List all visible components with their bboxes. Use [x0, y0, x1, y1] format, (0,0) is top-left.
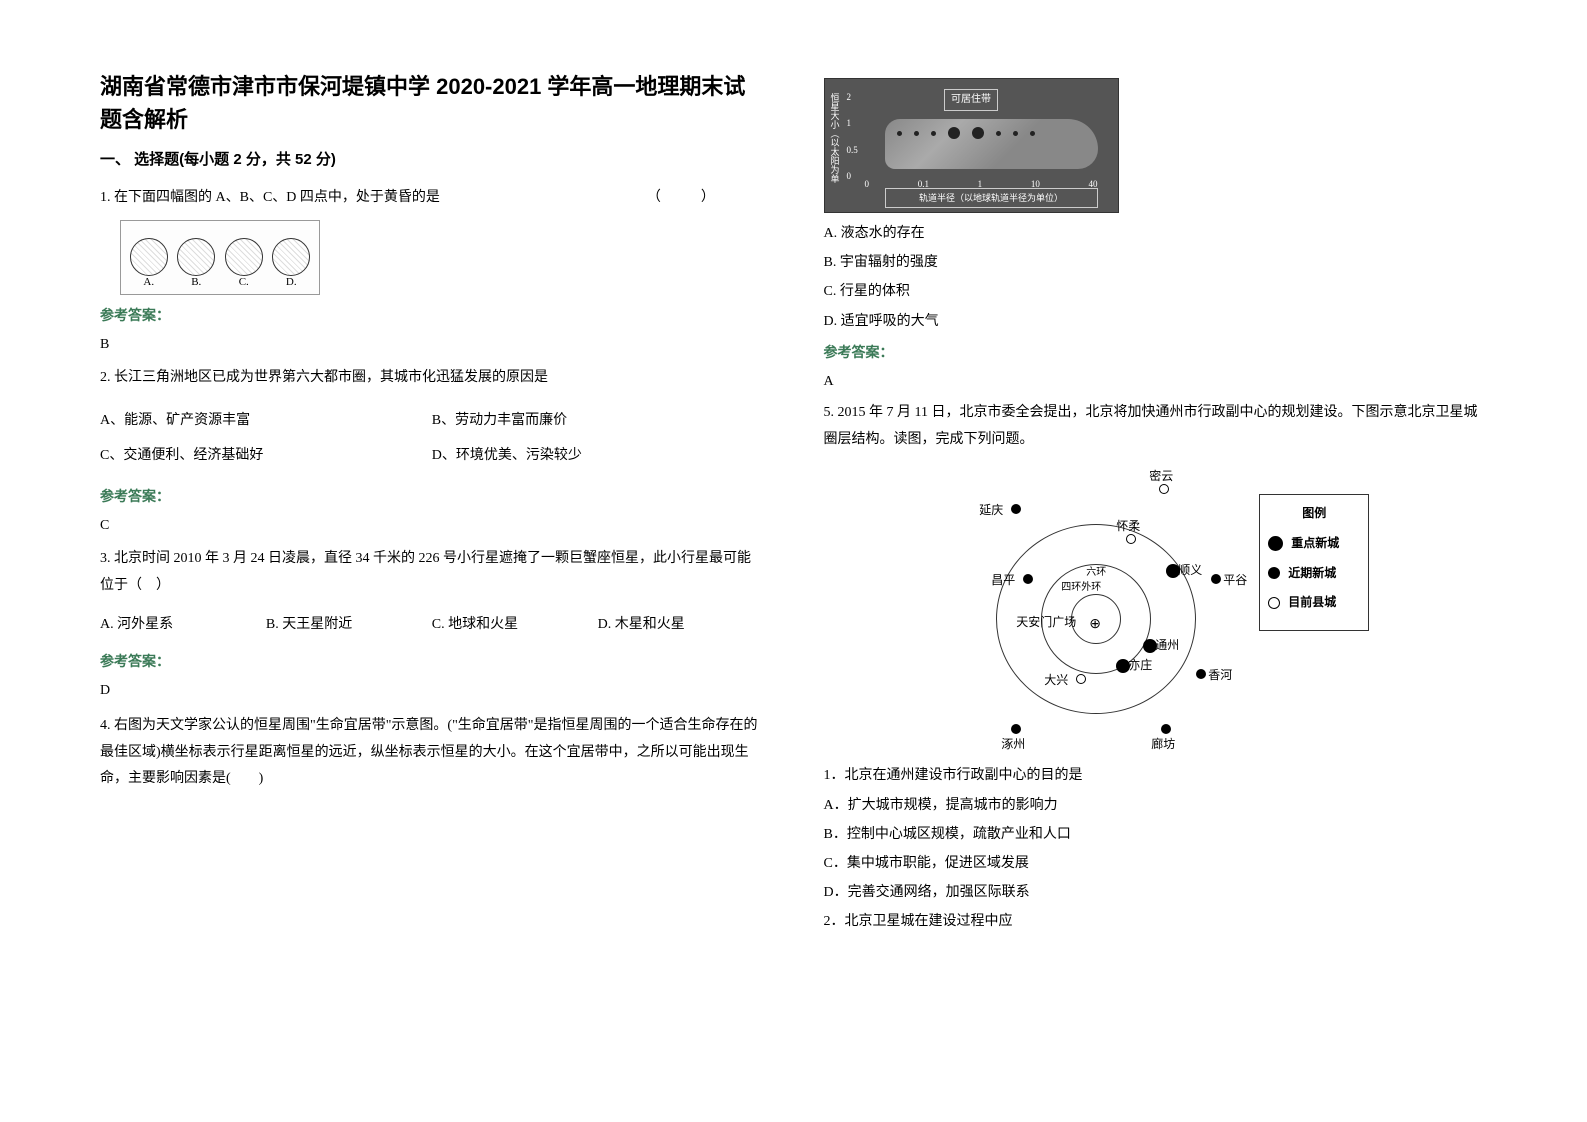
- q4-y-axis: 恒星大小（以太阳为单位）: [829, 89, 843, 187]
- legend-label: 重点新城: [1291, 533, 1339, 555]
- question-5: 5. 2015 年 7 月 11 日，北京市委全会提出，北京将加快通州市行政副中…: [824, 400, 1488, 934]
- question-4: 4. 右图为天文学家公认的恒星周围"生命宜居带"示意图。("生命宜居带"是指恒星…: [100, 713, 764, 793]
- q3-answer: D: [100, 678, 764, 703]
- q4-y-ticks: 2 1 0.5 0: [847, 89, 858, 184]
- band-label: 可居住带: [944, 89, 998, 111]
- q2-answer: C: [100, 513, 764, 538]
- city-label: 涿州: [1001, 734, 1025, 756]
- legend-item: 近期新城: [1268, 563, 1360, 585]
- legend-label: 目前县城: [1288, 592, 1336, 614]
- q2-opt-a: A、能源、矿产资源丰富: [100, 408, 432, 433]
- city-label: 顺义: [1178, 560, 1202, 582]
- q1-answer: B: [100, 332, 764, 357]
- ring-label: 六环: [1086, 564, 1106, 582]
- legend-marker-icon: [1268, 536, 1283, 551]
- q4-answer: A: [824, 369, 1488, 394]
- city-label: 廊坊: [1151, 734, 1175, 756]
- q5-sub1-a: A．扩大城市规模，提高城市的影响力: [824, 793, 1488, 818]
- q5-sub2-q: 2．北京卫星城在建设过程中应: [824, 909, 1488, 934]
- q1-blank: （ ）: [647, 190, 719, 205]
- city-label: 大兴: [1044, 670, 1068, 692]
- q2-opt-b: B、劳动力丰富而廉价: [432, 408, 764, 433]
- q3-opt-c: C. 地球和火星: [432, 612, 598, 637]
- q4-opt-b: B. 宇宙辐射的强度: [824, 250, 1488, 275]
- city-node-涿州: [1011, 724, 1021, 734]
- q4-opt-a: A. 液态水的存在: [824, 221, 1488, 246]
- q3-text: 3. 北京时间 2010 年 3 月 24 日凌晨，直径 34 千米的 226 …: [100, 546, 764, 599]
- q4-figure: 恒星大小（以太阳为单位） 2 1 0.5 0 可居住带 0 0.1 1: [824, 78, 1488, 213]
- left-column: 湖南省常德市津市市保河堤镇中学 2020-2021 学年高一地理期末试题含解析 …: [100, 70, 764, 942]
- q2-text: 2. 长江三角洲地区已成为世界第六大都市圈，其城市化迅猛发展的原因是: [100, 365, 764, 392]
- q4-opt-d: D. 适宜呼吸的大气: [824, 309, 1488, 334]
- q5-sub1-c: C．集中城市职能，促进区域发展: [824, 851, 1488, 876]
- globe-d: [272, 238, 310, 276]
- question-3: 3. 北京时间 2010 年 3 月 24 日凌晨，直径 34 千米的 226 …: [100, 546, 764, 703]
- q1-text: 1. 在下面四幅图的 A、B、C、D 四点中，处于黄昏的是: [100, 190, 440, 205]
- q4-x-axis: 轨道半径（以地球轨道半径为单位）: [885, 188, 1098, 208]
- question-1: 1. 在下面四幅图的 A、B、C、D 四点中，处于黄昏的是 （ ） 参考答案： …: [100, 185, 764, 357]
- q3-opt-d: D. 木星和火星: [598, 612, 764, 637]
- answer-label: 参考答案：: [100, 649, 764, 674]
- exam-title: 湖南省常德市津市市保河堤镇中学 2020-2021 学年高一地理期末试题含解析: [100, 70, 764, 136]
- q4-text: 4. 右图为天文学家公认的恒星周围"生命宜居带"示意图。("生命宜居带"是指恒星…: [100, 713, 764, 793]
- legend-marker-icon: [1268, 597, 1280, 609]
- q5-sub1-d: D．完善交通网络，加强区际联系: [824, 880, 1488, 905]
- city-label: 平谷: [1223, 570, 1247, 592]
- center-label: 天安门广场: [1016, 612, 1076, 634]
- city-label: 通州: [1155, 635, 1179, 657]
- q5-sub1-q: 1．北京在通州建设市行政副中心的目的是: [824, 763, 1488, 788]
- globe-b: [177, 238, 215, 276]
- city-label: 怀柔: [1116, 516, 1140, 538]
- city-node-香河: [1196, 669, 1206, 679]
- city-label: 香河: [1208, 665, 1232, 687]
- q3-opt-a: A. 河外星系: [100, 612, 266, 637]
- globe-c: [225, 238, 263, 276]
- tiananmen-marker: ⊕: [1089, 612, 1103, 626]
- legend: 图例 重点新城近期新城目前县城: [1259, 494, 1369, 630]
- legend-marker-icon: [1268, 567, 1280, 579]
- q3-opt-b: B. 天王星附近: [266, 612, 432, 637]
- city-label: 密云: [1149, 466, 1173, 488]
- q5-figure: ⊕ 天安门广场 延庆密云怀柔昌平顺义平谷通州亦庄大兴香河涿州廊坊 四环外环六环 …: [940, 463, 1370, 753]
- legend-label: 近期新城: [1288, 563, 1336, 585]
- right-column: 恒星大小（以太阳为单位） 2 1 0.5 0 可居住带 0 0.1 1: [824, 70, 1488, 942]
- city-node-平谷: [1211, 574, 1221, 584]
- legend-item: 目前县城: [1268, 592, 1360, 614]
- answer-label: 参考答案：: [824, 340, 1488, 365]
- legend-title: 图例: [1268, 503, 1360, 525]
- habitable-band: [885, 119, 1098, 169]
- globe-a: [130, 238, 168, 276]
- q4-opt-c: C. 行星的体积: [824, 279, 1488, 304]
- q5-sub1-b: B．控制中心城区规模，疏散产业和人口: [824, 822, 1488, 847]
- question-2: 2. 长江三角洲地区已成为世界第六大都市圈，其城市化迅猛发展的原因是 A、能源、…: [100, 365, 764, 538]
- q2-opt-d: D、环境优美、污染较少: [432, 443, 764, 468]
- legend-item: 重点新城: [1268, 533, 1360, 555]
- q1-figure: [120, 220, 764, 295]
- section-header: 一、 选择题(每小题 2 分，共 52 分): [100, 146, 764, 173]
- planet-dots: [897, 131, 1035, 139]
- city-label: 亦庄: [1128, 655, 1152, 677]
- city-node-延庆: [1011, 504, 1021, 514]
- city-label: 延庆: [979, 500, 1003, 522]
- city-label: 昌平: [991, 570, 1015, 592]
- city-node-廊坊: [1161, 724, 1171, 734]
- answer-label: 参考答案：: [100, 484, 764, 509]
- answer-label: 参考答案：: [100, 303, 764, 328]
- q2-opt-c: C、交通便利、经济基础好: [100, 443, 432, 468]
- q5-text: 5. 2015 年 7 月 11 日，北京市委全会提出，北京将加快通州市行政副中…: [824, 400, 1488, 453]
